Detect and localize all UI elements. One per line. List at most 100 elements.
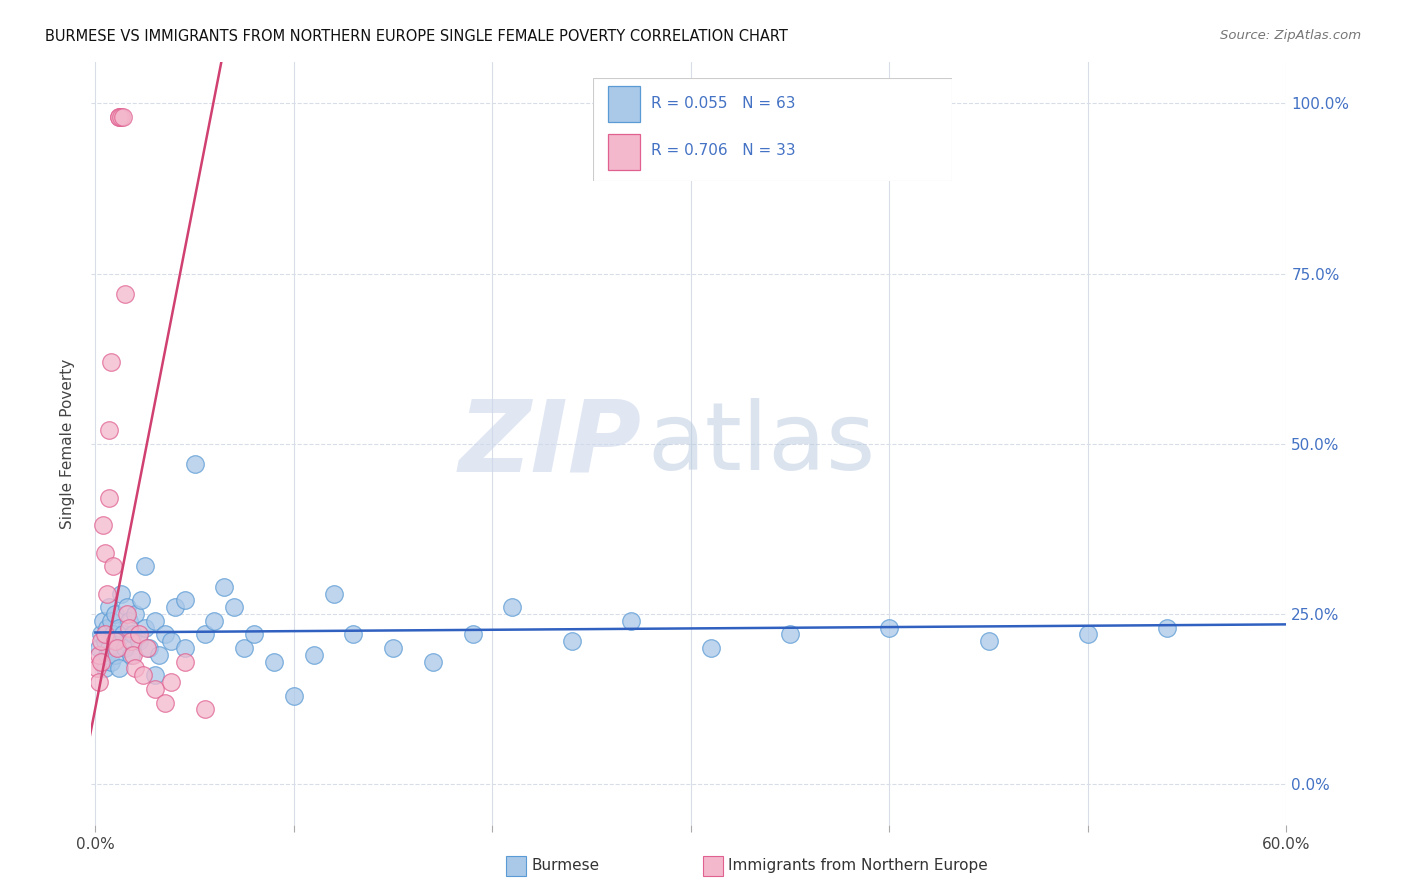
Point — [94, 634, 117, 648]
Point — [89, 648, 111, 662]
Point — [104, 648, 127, 662]
Point — [173, 593, 195, 607]
Text: Source: ZipAtlas.com: Source: ZipAtlas.com — [1220, 29, 1361, 42]
Point — [243, 627, 266, 641]
Point — [204, 614, 226, 628]
Bar — [506, 855, 526, 877]
Point — [96, 621, 118, 635]
Point — [98, 423, 121, 437]
Point — [114, 287, 136, 301]
Point — [620, 614, 643, 628]
Point — [108, 110, 131, 124]
Point — [104, 607, 127, 621]
Point — [112, 627, 135, 641]
Point — [136, 641, 159, 656]
Point — [700, 641, 723, 656]
Point — [108, 621, 131, 635]
Point — [110, 110, 132, 124]
Point — [115, 600, 138, 615]
Point — [779, 627, 801, 641]
Point — [1156, 621, 1178, 635]
Point — [322, 586, 344, 600]
Point — [94, 661, 117, 675]
Bar — [703, 855, 723, 877]
Point — [1077, 627, 1099, 641]
Point — [128, 634, 150, 648]
Point — [233, 641, 256, 656]
Point — [98, 600, 121, 615]
Point — [214, 580, 236, 594]
Point — [103, 559, 125, 574]
Point — [501, 600, 523, 615]
Point — [163, 600, 186, 615]
Point — [100, 355, 122, 369]
Text: Immigrants from Northern Europe: Immigrants from Northern Europe — [728, 858, 988, 872]
Point — [138, 641, 160, 656]
Point — [89, 641, 111, 656]
Point — [91, 614, 114, 628]
Point — [91, 655, 114, 669]
Point — [91, 518, 114, 533]
Point — [224, 600, 246, 615]
Point — [159, 675, 181, 690]
Point — [96, 586, 118, 600]
Point — [134, 559, 156, 574]
Point — [183, 457, 205, 471]
Text: atlas: atlas — [647, 398, 876, 490]
Point — [94, 627, 117, 641]
Point — [561, 634, 583, 648]
Point — [105, 641, 128, 656]
Point — [122, 627, 145, 641]
Point — [143, 614, 166, 628]
Point — [114, 641, 136, 656]
Point — [112, 110, 135, 124]
Point — [879, 621, 901, 635]
Point — [143, 668, 166, 682]
Text: Burmese: Burmese — [531, 858, 599, 872]
Point — [173, 641, 195, 656]
Point — [108, 110, 131, 124]
Point — [382, 641, 405, 656]
Text: BURMESE VS IMMIGRANTS FROM NORTHERN EUROPE SINGLE FEMALE POVERTY CORRELATION CHA: BURMESE VS IMMIGRANTS FROM NORTHERN EURO… — [45, 29, 787, 44]
Point — [90, 627, 112, 641]
Point — [86, 661, 108, 675]
Point — [461, 627, 484, 641]
Point — [108, 661, 131, 675]
Point — [103, 627, 125, 641]
Point — [98, 491, 121, 506]
Point — [118, 621, 141, 635]
Y-axis label: Single Female Poverty: Single Female Poverty — [60, 359, 76, 529]
Point — [153, 696, 176, 710]
Text: ZIP: ZIP — [458, 395, 641, 492]
Point — [342, 627, 364, 641]
Point — [105, 634, 128, 648]
Point — [128, 627, 150, 641]
Point — [110, 586, 132, 600]
Point — [124, 661, 146, 675]
Point — [100, 614, 122, 628]
Point — [90, 655, 112, 669]
Point — [96, 648, 118, 662]
Point — [193, 702, 215, 716]
Point — [153, 627, 176, 641]
Point — [94, 546, 117, 560]
Point — [104, 634, 127, 648]
Point — [122, 648, 145, 662]
Point — [159, 634, 181, 648]
Point — [193, 627, 215, 641]
Point — [115, 607, 138, 621]
Point — [120, 634, 142, 648]
Point — [100, 655, 122, 669]
Point — [283, 689, 305, 703]
Point — [120, 648, 142, 662]
Point — [118, 614, 141, 628]
Point — [148, 648, 170, 662]
Point — [422, 655, 444, 669]
Point — [124, 607, 146, 621]
Point — [263, 655, 285, 669]
Point — [977, 634, 1000, 648]
Point — [302, 648, 325, 662]
Point — [143, 681, 166, 696]
Point — [134, 621, 156, 635]
Point — [98, 641, 121, 656]
